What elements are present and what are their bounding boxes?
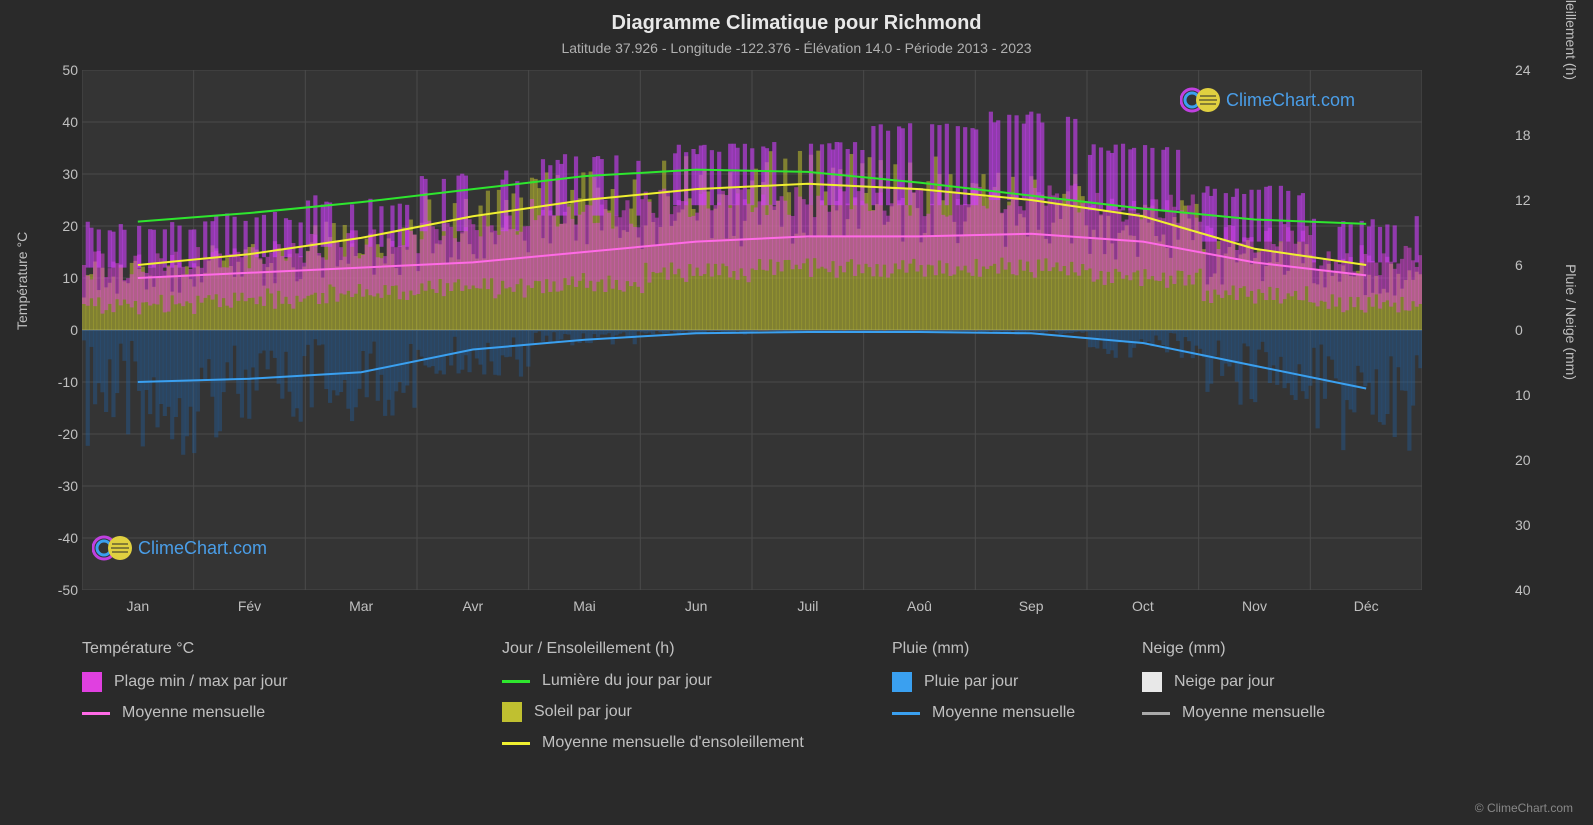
y-tick-right: 18 (1515, 127, 1553, 143)
y-tick-left: -30 (40, 478, 78, 494)
legend-line-icon (502, 742, 530, 745)
legend-line-icon (82, 712, 110, 715)
legend-column: Température °C Plage min / max par jour Mo… (82, 640, 287, 734)
month-label: Déc (1341, 598, 1391, 614)
month-label: Avr (448, 598, 498, 614)
chart-title: Diagramme Climatique pour Richmond (0, 12, 1593, 35)
legend-item: Lumière du jour par jour (502, 672, 804, 690)
logo-icon (1180, 86, 1220, 114)
legend-heading: Température °C (82, 640, 287, 658)
y-tick-right: 12 (1515, 192, 1553, 208)
legend-label: Moyenne mensuelle d'ensoleillement (542, 734, 804, 752)
y-tick-left: -40 (40, 530, 78, 546)
y-tick-left: 30 (40, 166, 78, 182)
legend-column: Jour / Ensoleillement (h) Lumière du jour… (502, 640, 804, 764)
y-axis-label-right-top: Jour / Ensoleillement (h) (1563, 0, 1579, 80)
legend-swatch-icon (892, 672, 912, 692)
month-label: Mai (560, 598, 610, 614)
legend-line-icon (892, 712, 920, 715)
legend-swatch-icon (82, 672, 102, 692)
month-label: Aoû (895, 598, 945, 614)
legend-item: Moyenne mensuelle d'ensoleillement (502, 734, 804, 752)
month-label: Jan (113, 598, 163, 614)
month-label: Sep (1006, 598, 1056, 614)
month-label: Nov (1230, 598, 1280, 614)
plot-svg (82, 70, 1422, 590)
y-tick-right: 40 (1515, 582, 1553, 598)
y-tick-right: 10 (1515, 387, 1553, 403)
legend-item: Neige par jour (1142, 672, 1325, 692)
legend-line-icon (502, 680, 530, 683)
legend-item: Moyenne mensuelle (892, 704, 1075, 722)
legend-label: Moyenne mensuelle (1182, 704, 1325, 722)
watermark: ClimeChart.com (1180, 86, 1355, 114)
legend-label: Neige par jour (1174, 673, 1275, 691)
y-tick-right: 6 (1515, 257, 1553, 273)
watermark-text: ClimeChart.com (1226, 90, 1355, 111)
y-tick-left: 50 (40, 62, 78, 78)
legend-column: Neige (mm) Neige par jour Moyenne mensuell… (1142, 640, 1325, 734)
legend: Température °C Plage min / max par jour Mo… (82, 640, 1422, 800)
copyright: © ClimeChart.com (1475, 801, 1573, 815)
watermark-text: ClimeChart.com (138, 538, 267, 559)
legend-item: Plage min / max par jour (82, 672, 287, 692)
y-tick-left: 0 (40, 322, 78, 338)
legend-heading: Pluie (mm) (892, 640, 1075, 658)
y-tick-right: 20 (1515, 452, 1553, 468)
y-tick-right: 30 (1515, 517, 1553, 533)
month-label: Juil (783, 598, 833, 614)
y-tick-left: 40 (40, 114, 78, 130)
legend-item: Pluie par jour (892, 672, 1075, 692)
y-tick-left: -50 (40, 582, 78, 598)
y-axis-label-left: Température °C (14, 232, 30, 330)
y-tick-left: -10 (40, 374, 78, 390)
y-tick-left: -20 (40, 426, 78, 442)
legend-swatch-icon (502, 702, 522, 722)
y-tick-left: 10 (40, 270, 78, 286)
legend-label: Soleil par jour (534, 703, 632, 721)
y-tick-left: 20 (40, 218, 78, 234)
legend-column: Pluie (mm) Pluie par jour Moyenne mensuell… (892, 640, 1075, 734)
month-label: Fév (225, 598, 275, 614)
legend-label: Lumière du jour par jour (542, 672, 712, 690)
legend-label: Pluie par jour (924, 673, 1018, 691)
legend-line-icon (1142, 712, 1170, 715)
month-label: Oct (1118, 598, 1168, 614)
plot-area (82, 70, 1422, 590)
legend-label: Moyenne mensuelle (932, 704, 1075, 722)
month-label: Jun (671, 598, 721, 614)
climate-chart: Diagramme Climatique pour Richmond Latit… (0, 0, 1593, 825)
month-label: Mar (336, 598, 386, 614)
legend-label: Plage min / max par jour (114, 673, 287, 691)
y-tick-right: 24 (1515, 62, 1553, 78)
legend-label: Moyenne mensuelle (122, 704, 265, 722)
y-axis-label-right-bot: Pluie / Neige (mm) (1563, 264, 1579, 380)
legend-item: Moyenne mensuelle (1142, 704, 1325, 722)
watermark: ClimeChart.com (92, 534, 267, 562)
legend-heading: Jour / Ensoleillement (h) (502, 640, 804, 658)
legend-heading: Neige (mm) (1142, 640, 1325, 658)
legend-swatch-icon (1142, 672, 1162, 692)
legend-item: Soleil par jour (502, 702, 804, 722)
legend-item: Moyenne mensuelle (82, 704, 287, 722)
logo-icon (92, 534, 132, 562)
y-tick-right: 0 (1515, 322, 1553, 338)
chart-subtitle: Latitude 37.926 - Longitude -122.376 - É… (0, 40, 1593, 56)
